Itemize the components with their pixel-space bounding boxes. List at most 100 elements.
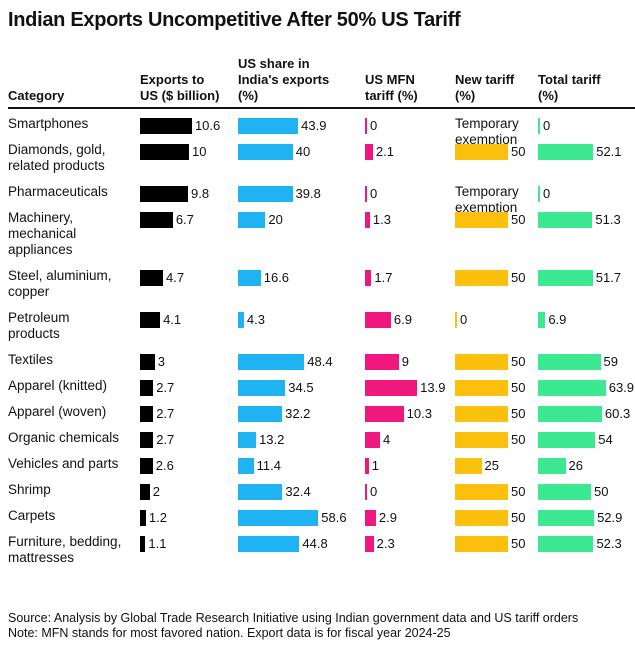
total-bar xyxy=(538,380,606,396)
new-bar xyxy=(455,484,508,500)
total-bar xyxy=(538,186,540,202)
category-label: Apparel (woven) xyxy=(8,404,107,419)
exports-bar xyxy=(140,536,146,552)
table-row: Steel, aluminium, copper 4.7 16.6 1.7 50 51.7 xyxy=(0,263,635,305)
exports-value-label: 9.8 xyxy=(191,186,210,201)
header-category: Category xyxy=(8,88,65,103)
category-label: Petroleum products xyxy=(8,310,70,341)
exports-cell: 9.8 xyxy=(140,186,209,202)
total-bar xyxy=(538,144,594,160)
mfn-cell: 1.7 xyxy=(365,270,392,286)
table-row: Apparel (knitted) 2.7 34.5 13.9 50 63.9 xyxy=(0,373,635,399)
total-value-label: 54 xyxy=(598,432,613,447)
category-label: Textiles xyxy=(8,352,54,367)
share-cell: 16.6 xyxy=(238,270,289,286)
mfn-value-label: 6.9 xyxy=(393,312,412,327)
total-bar xyxy=(538,484,591,500)
share-value-label: 11.4 xyxy=(256,458,281,473)
share-value-label: 40 xyxy=(295,144,311,159)
total-cell: 50 xyxy=(538,484,608,500)
total-cell: 0 xyxy=(538,118,550,134)
new-value-label: 50 xyxy=(511,484,526,499)
new-bar xyxy=(455,458,482,474)
share-bar xyxy=(238,144,293,160)
table-row: Shrimp 2 32.4 0 50 50 xyxy=(0,477,635,503)
mfn-value-label: 1 xyxy=(371,458,379,473)
total-cell: 51.3 xyxy=(538,212,621,228)
exports-value-label: 4.1 xyxy=(163,312,182,327)
share-bar xyxy=(238,380,286,396)
mfn-cell: 1 xyxy=(365,458,379,474)
total-cell: 52.9 xyxy=(538,510,622,526)
new-bar xyxy=(455,536,508,552)
new-value-label: 0 xyxy=(460,312,468,327)
total-bar xyxy=(538,536,594,552)
header-exports: Exports to US ($ billion) xyxy=(140,72,220,103)
total-value-label: 6.9 xyxy=(548,312,567,327)
share-value-label: 43.9 xyxy=(301,118,327,133)
mfn-cell: 10.3 xyxy=(365,406,432,422)
mfn-value-label: 2.9 xyxy=(378,510,397,525)
share-cell: 39.8 xyxy=(238,186,321,202)
mfn-cell: 6.9 xyxy=(365,312,412,328)
total-bar xyxy=(538,354,601,370)
exports-cell: 2.7 xyxy=(140,380,174,396)
new-value-label: 50 xyxy=(511,144,526,159)
exports-cell: 2.7 xyxy=(140,406,174,422)
total-bar xyxy=(538,458,566,474)
exports-cell: 4.1 xyxy=(140,312,181,328)
exports-cell: 4.7 xyxy=(140,270,184,286)
total-value-label: 52.1 xyxy=(596,144,622,159)
mfn-value-label: 9 xyxy=(401,354,409,369)
mfn-cell: 2.1 xyxy=(365,144,394,160)
mfn-bar xyxy=(365,484,367,500)
new-cell: 50 xyxy=(455,380,525,396)
new-bar xyxy=(455,270,508,286)
table-row: Diamonds, gold, related products 10 40 2.1 5… xyxy=(0,137,635,179)
exports-value-label: 2.7 xyxy=(156,380,175,395)
header-mfn: US MFN tariff (%) xyxy=(365,72,418,103)
share-value-label: 4.3 xyxy=(246,312,265,327)
new-cell: 50 xyxy=(455,144,525,160)
table-row: Apparel (woven) 2.7 32.2 10.3 50 60.3 xyxy=(0,399,635,425)
total-value-label: 0 xyxy=(543,118,551,133)
new-value-label: 50 xyxy=(511,354,526,369)
exports-cell: 10 xyxy=(140,144,206,160)
total-cell: 54 xyxy=(538,432,613,448)
exports-value-label: 2.7 xyxy=(156,432,175,447)
total-value-label: 52.9 xyxy=(597,510,623,525)
share-bar xyxy=(238,312,244,328)
exports-bar xyxy=(140,510,146,526)
new-text: Temporary exemption xyxy=(455,116,519,147)
new-bar xyxy=(455,406,508,422)
share-cell: 43.9 xyxy=(238,118,326,134)
total-cell: 52.1 xyxy=(538,144,622,160)
mfn-value-label: 0 xyxy=(370,118,378,133)
mfn-bar xyxy=(365,144,373,160)
share-cell: 34.5 xyxy=(238,380,314,396)
share-cell: 4.3 xyxy=(238,312,265,328)
total-cell: 63.9 xyxy=(538,380,634,396)
mfn-value-label: 4 xyxy=(383,432,391,447)
total-cell: 59 xyxy=(538,354,618,370)
total-bar xyxy=(538,270,593,286)
new-value-label: 50 xyxy=(511,380,526,395)
exports-cell: 6.7 xyxy=(140,212,194,228)
total-value-label: 63.9 xyxy=(608,380,635,395)
category-label: Pharmaceuticals xyxy=(8,184,108,199)
share-cell: 32.4 xyxy=(238,484,311,500)
exports-value-label: 6.7 xyxy=(175,212,194,227)
exports-value-label: 3 xyxy=(157,354,165,369)
share-value-label: 16.6 xyxy=(263,270,290,285)
total-value-label: 26 xyxy=(568,458,584,473)
new-cell: 50 xyxy=(455,432,525,448)
exports-cell: 1.1 xyxy=(140,536,166,552)
total-value-label: 51.3 xyxy=(595,212,621,227)
total-value-label: 0 xyxy=(543,186,551,201)
mfn-cell: 4 xyxy=(365,432,390,448)
exports-value-label: 1.1 xyxy=(148,536,167,551)
exports-bar xyxy=(140,354,155,370)
share-value-label: 34.5 xyxy=(288,380,314,395)
new-cell: 50 xyxy=(455,510,525,526)
new-value-label: 50 xyxy=(511,510,526,525)
